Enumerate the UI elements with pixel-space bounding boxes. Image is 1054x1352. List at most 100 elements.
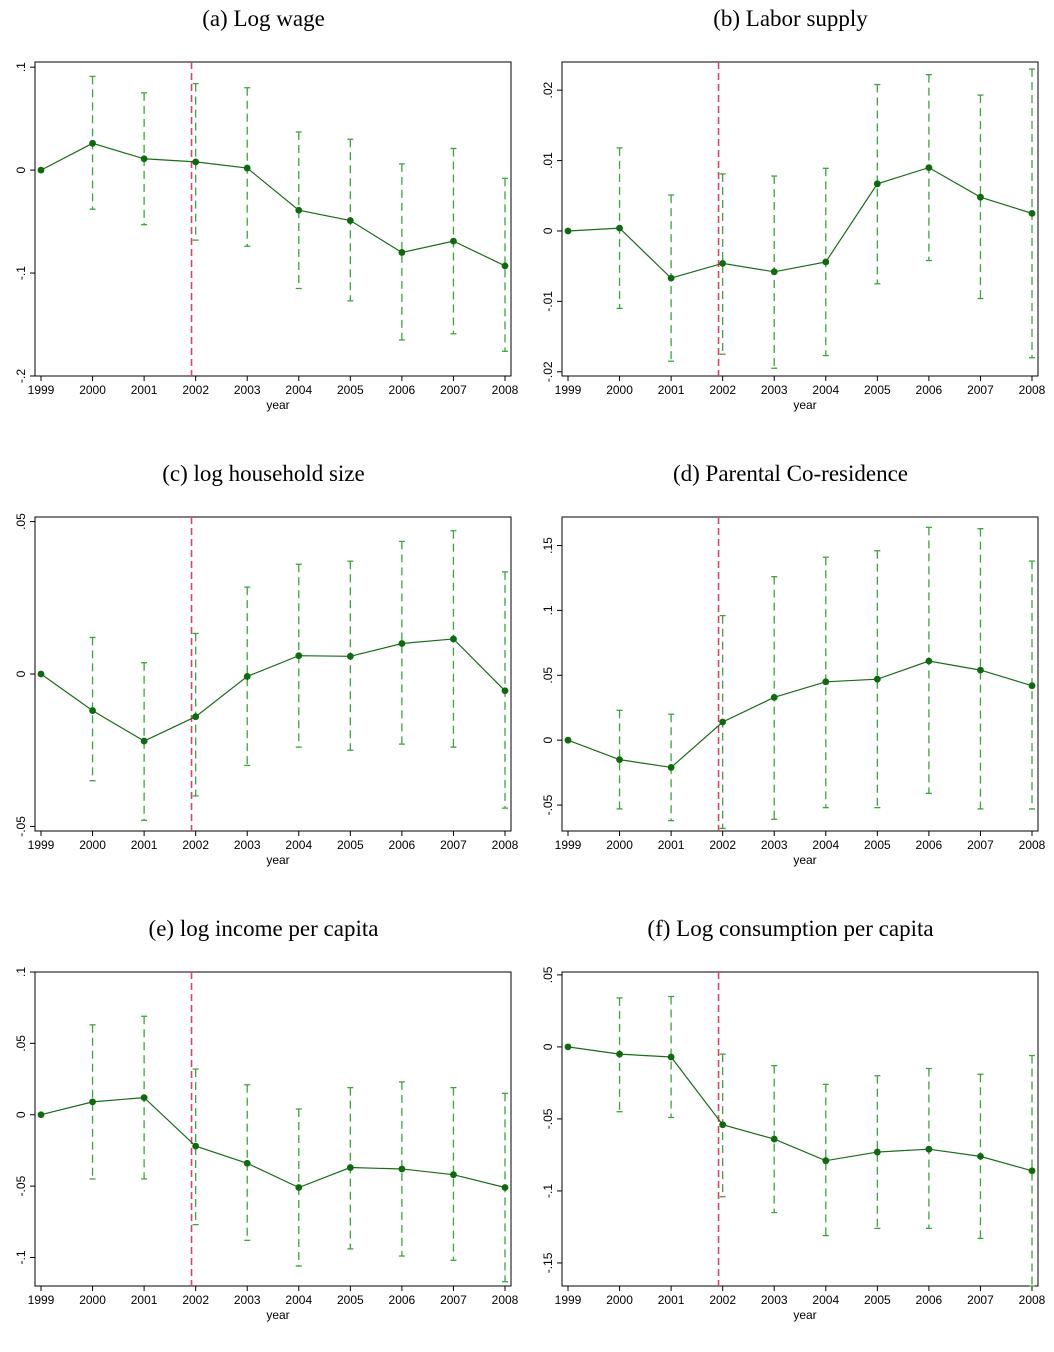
y-tick-label: 0 [541,227,555,234]
data-point [192,158,200,166]
data-point [295,206,303,214]
data-point [140,1094,148,1101]
x-tick-label: 2004 [812,838,839,852]
series-line [567,660,1033,769]
data-point [501,687,509,695]
x-tick-label: 1999 [555,838,582,852]
data-point [977,1152,984,1160]
x-tick-label: 2000 [606,1293,633,1307]
panel-title: (c) log household size [162,461,365,486]
x-tick-label: 2006 [389,838,416,852]
x-tick-label: 2001 [658,383,685,397]
panel-title: (b) Labor supply [713,6,868,31]
x-tick-label: 2000 [79,383,106,397]
x-tick-label: 2004 [285,1293,312,1307]
data-point [977,666,984,674]
y-tick-label: -.15 [541,1252,555,1273]
x-tick-label: 2007 [967,838,994,852]
x-tick-label: 2005 [864,838,891,852]
x-tick-label: 2000 [79,1293,106,1307]
x-tick-label: 1999 [555,1293,582,1307]
data-point [925,1145,933,1153]
data-point [450,237,457,245]
data-point [667,274,675,282]
data-point [192,1142,200,1150]
data-point [243,164,251,172]
y-tick-label: -.05 [14,816,28,837]
y-tick-label: -.1 [14,266,28,280]
data-point [450,1171,457,1179]
data-point [89,139,96,147]
data-point [243,1159,251,1167]
y-tick-label: -.05 [14,1175,28,1196]
x-axis-title: year [266,1308,289,1322]
x-axis-title: year [793,853,816,867]
data-point [667,1053,675,1061]
y-tick-label: -.1 [14,1250,28,1264]
panel-d: (d) Parental Co-residence .15 .1 .05 0 -.05 1… [527,455,1054,897]
x-tick-label: 2003 [234,838,261,852]
x-tick-label: 2001 [131,838,158,852]
panel-f: (f) Log consumption per capita .05 0 -.05 -… [527,910,1054,1352]
x-tick-label: 2008 [1019,383,1046,397]
chart-d: .15 .1 .05 0 -.05 1999 2000 2001 2002 2003 2004 200… [541,516,1046,867]
y-tick-label: -.05 [541,794,555,815]
data-point [564,1043,572,1051]
x-tick-label: 2005 [864,383,891,397]
x-tick-label: 2006 [916,1293,943,1307]
data-point [719,1121,727,1129]
x-tick-label: 2000 [79,838,106,852]
data-point [564,736,572,744]
x-tick-label: 2002 [182,1293,209,1307]
data-point [977,193,984,201]
y-tick-label: .05 [14,1035,28,1052]
y-tick-label: -.05 [541,1108,555,1129]
chart-e: .1 .05 0 -.05 -.1 1999 2000 2001 2002 2003 2004 200… [14,967,519,1322]
data-point [925,657,933,665]
x-tick-label: 2005 [337,1293,364,1307]
x-axis-title: year [266,853,289,867]
x-tick-label: 1999 [28,383,55,397]
y-tick-label: -.2 [14,369,28,383]
x-tick-label: 1999 [28,1293,55,1307]
x-tick-label: 2003 [234,1293,261,1307]
y-tick-label: .02 [541,81,555,98]
x-tick-label: 2001 [131,1293,158,1307]
data-point [37,1111,45,1119]
y-tick-label: 0 [541,737,555,744]
y-tick-label: .05 [541,667,555,684]
chart-f: .05 0 -.05 -.1 -.15 1999 2000 2001 2002 2003 2004 2… [541,966,1046,1322]
data-point [346,217,354,224]
data-point [140,155,148,163]
x-tick-label: 2006 [916,838,943,852]
data-point [770,1135,778,1143]
x-tick-label: 2004 [812,383,839,397]
data-point [398,640,406,647]
panel-title: (d) Parental Co-residence [672,461,908,486]
x-tick-label: 2005 [337,383,364,397]
data-point [295,1184,303,1191]
data-point [450,635,457,643]
y-tick-label: -.01 [541,291,555,312]
data-point [140,737,148,745]
x-tick-label: 2006 [916,383,943,397]
data-point [346,652,354,660]
x-tick-label: 2004 [812,1293,839,1307]
x-axis-title: year [266,398,289,412]
x-tick-label: 2002 [182,838,209,852]
data-point [770,268,778,276]
x-tick-label: 2001 [131,383,158,397]
x-tick-label: 2003 [761,383,788,397]
data-point [89,1098,96,1106]
data-point [346,1164,354,1171]
data-point [1028,1167,1036,1175]
y-tick-label: -.02 [541,361,555,382]
x-axis-title: year [793,398,816,412]
plot-frame [561,516,1039,832]
data-point [37,166,45,174]
x-tick-label: 2005 [864,1293,891,1307]
panel-e: (e) log income per capita .1 .05 0 -.05 -.1 1… [0,910,527,1352]
data-point [822,1157,830,1165]
